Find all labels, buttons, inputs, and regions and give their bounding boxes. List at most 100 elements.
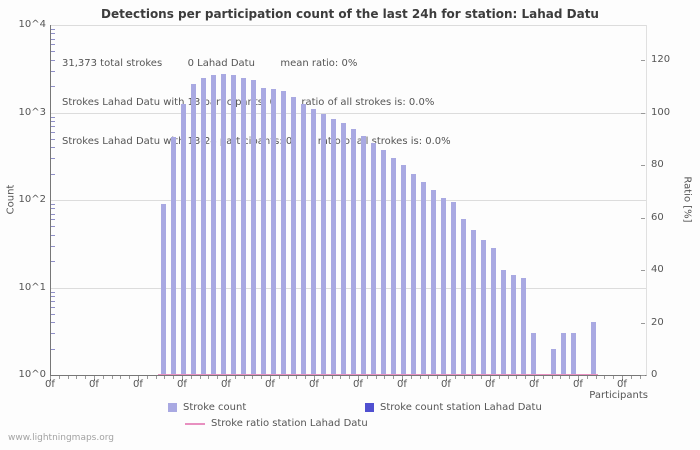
- stroke-count-bar: [251, 80, 256, 375]
- stroke-count-bar: [571, 333, 576, 375]
- x-axis-minor-tick: [94, 376, 95, 379]
- x-axis-minor-tick: [155, 376, 157, 379]
- x-axis-tick-label: 0f: [441, 379, 451, 390]
- x-axis-minor-tick: [410, 376, 412, 379]
- x-axis-minor-tick: [67, 376, 69, 379]
- y-axis-minor-tick: [51, 131, 55, 133]
- x-axis-minor-tick: [428, 376, 430, 379]
- x-axis-minor-tick: [199, 376, 201, 379]
- stroke-count-bar: [521, 277, 526, 375]
- x-axis-minor-tick: [243, 376, 245, 379]
- y-axis-minor-tick: [51, 226, 55, 228]
- stroke-count-bar: [491, 248, 496, 375]
- x-axis-minor-tick: [366, 376, 368, 379]
- x-axis-tick-label: 0f: [397, 379, 407, 390]
- x-axis-minor-tick: [296, 376, 298, 379]
- stroke-count-bar: [411, 173, 416, 375]
- y-axis-minor-tick: [51, 120, 55, 122]
- gridline: [51, 200, 646, 201]
- x-axis-minor-tick: [498, 376, 500, 379]
- x-axis-minor-tick: [393, 376, 395, 379]
- stroke-count-bar: [301, 104, 306, 375]
- x-axis-minor-tick: [463, 376, 465, 379]
- stroke-count-bar: [341, 123, 346, 375]
- x-axis-minor-tick: [358, 376, 359, 379]
- annotation-line-2: Strokes Lahad Datu with 13 participants:…: [62, 97, 435, 108]
- y-axis-minor-tick: [51, 158, 55, 160]
- page-title: Detections per participation count of th…: [101, 7, 599, 21]
- x-axis-minor-tick: [217, 376, 219, 379]
- annotation-block: 31,373 total strokes 0 Lahad Datu mean r…: [62, 31, 451, 174]
- x-axis-minor-tick: [190, 376, 192, 379]
- x-axis-minor-tick: [525, 376, 527, 379]
- x-axis-minor-tick: [349, 376, 351, 379]
- y-axis-minor-tick: [51, 219, 55, 221]
- ratio-axis-tick-label: 60: [651, 211, 664, 223]
- x-axis-minor-tick: [270, 376, 271, 379]
- y-axis-minor-tick: [51, 245, 55, 247]
- x-axis-minor-tick: [50, 376, 51, 379]
- x-axis-minor-tick: [507, 376, 509, 379]
- ratio-axis-tick-label: 100: [651, 106, 671, 118]
- x-axis-minor-tick: [586, 376, 588, 379]
- count-axis-tick-label: 10^1: [18, 281, 46, 293]
- x-axis-minor-tick: [569, 376, 571, 379]
- y-axis-minor-tick: [51, 208, 55, 210]
- ratio-axis-tick-label: 20: [651, 316, 664, 328]
- x-axis-minor-tick: [85, 376, 87, 379]
- x-axis-minor-tick: [384, 376, 386, 379]
- stroke-count-bar: [391, 158, 396, 375]
- stroke-count-swatch: [168, 403, 177, 412]
- x-axis-minor-tick: [604, 376, 606, 379]
- ratio-axis-tick-label: 120: [651, 54, 671, 65]
- y-axis-minor-tick: [51, 234, 55, 236]
- x-axis-minor-tick: [287, 376, 289, 379]
- ratio-axis-tick: [641, 60, 645, 61]
- x-axis-minor-tick: [234, 376, 236, 379]
- y-axis-minor-tick: [51, 33, 55, 35]
- x-axis-minor-tick: [419, 376, 421, 379]
- x-axis-minor-tick: [578, 376, 579, 379]
- ratio-axis-tick-label: 80: [651, 159, 664, 170]
- x-axis-tick-label: 0f: [89, 379, 99, 390]
- stroke-count-bar: [261, 88, 266, 375]
- stroke-count-bar: [431, 190, 436, 375]
- y-axis-minor-tick: [51, 204, 55, 205]
- y-axis-minor-tick: [51, 295, 55, 297]
- gridline: [51, 287, 646, 289]
- annotation-line-1: 31,373 total strokes 0 Lahad Datu mean r…: [62, 58, 358, 69]
- stroke-count-bar: [401, 165, 406, 375]
- x-axis-minor-tick: [472, 376, 474, 379]
- gridline: [51, 112, 646, 114]
- x-axis-minor-tick: [129, 376, 131, 379]
- x-axis-minor-tick: [516, 376, 518, 379]
- watermark-link[interactable]: www.lightningmaps.org: [8, 433, 114, 443]
- x-axis-minor-tick: [481, 376, 483, 379]
- stroke-count-bar: [331, 118, 336, 375]
- stroke-count-bar: [371, 142, 376, 375]
- x-axis-tick-label: 0f: [177, 379, 187, 390]
- x-axis-minor-tick: [120, 376, 122, 379]
- x-axis-minor-tick: [305, 376, 307, 379]
- y-axis-minor-tick: [51, 147, 55, 149]
- ratio-axis-tick: [641, 165, 645, 166]
- y-axis-minor-tick: [51, 213, 55, 215]
- x-axis-label: Participants: [589, 390, 648, 401]
- stroke-count-bar: [461, 219, 466, 375]
- legend-station-count-label: Stroke count station Lahad Datu: [380, 402, 542, 413]
- stroke-count-bar: [201, 77, 206, 375]
- stroke-count-bar: [441, 198, 446, 375]
- x-axis-minor-tick: [639, 376, 641, 379]
- stroke-count-bar: [171, 137, 176, 375]
- legend-stroke-count-label: Stroke count: [183, 402, 247, 413]
- stroke-count-bar: [381, 150, 386, 375]
- x-axis-minor-tick: [76, 376, 78, 379]
- x-axis-minor-tick: [182, 376, 183, 379]
- y-axis-minor-tick: [51, 126, 55, 128]
- stroke-count-bar: [291, 97, 296, 375]
- x-axis-minor-tick: [534, 376, 535, 379]
- stroke-count-bar: [361, 135, 366, 375]
- ratio-axis-tick-label: 40: [651, 264, 664, 275]
- x-axis-minor-tick: [622, 376, 623, 379]
